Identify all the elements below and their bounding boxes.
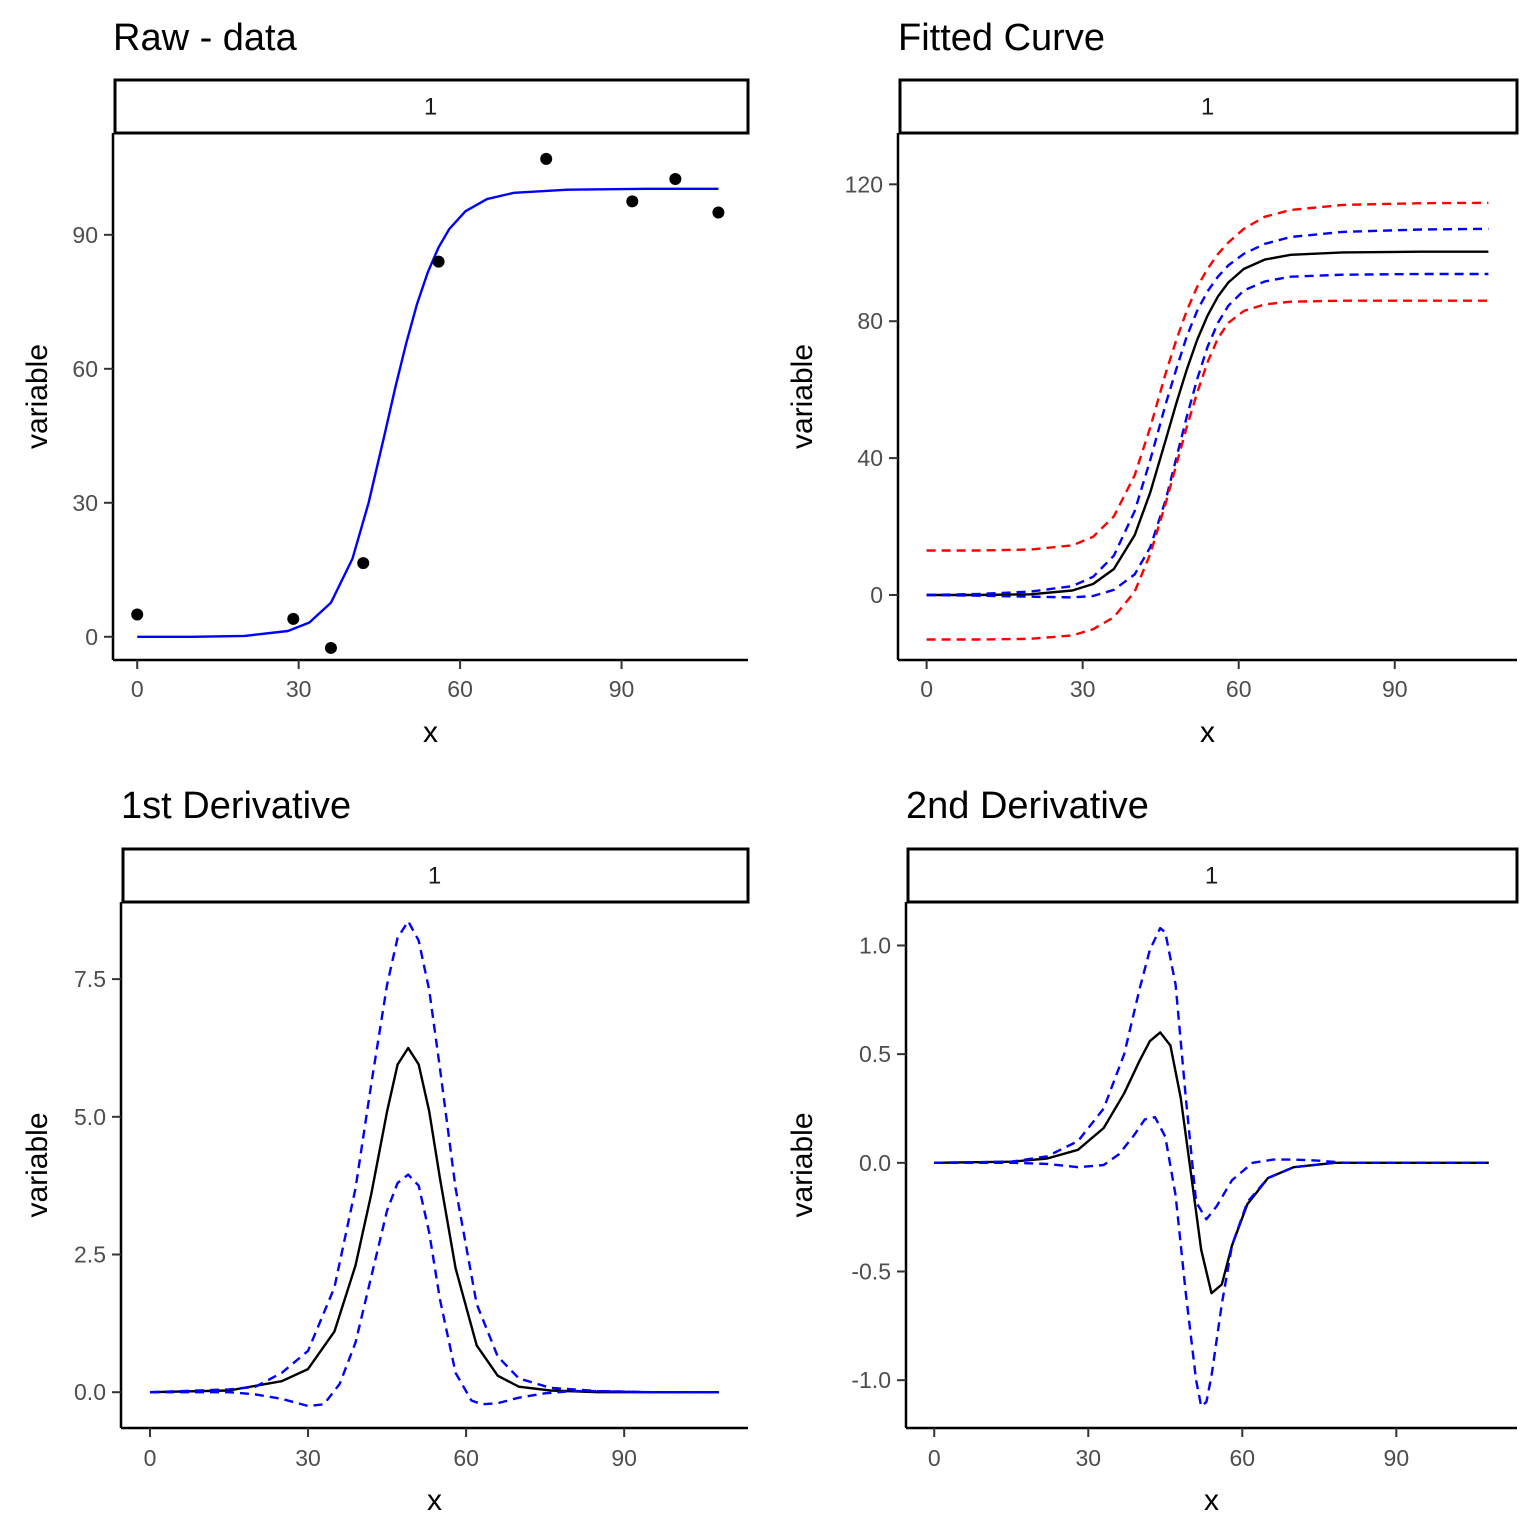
data-point <box>540 152 553 165</box>
x-axis-title: x <box>427 1484 442 1517</box>
y-tick-label: 0 <box>85 624 98 650</box>
facet-strip-label: 1 <box>428 863 441 890</box>
dashed-pi-line <box>926 299 1489 641</box>
y-tick-label: 0 <box>870 582 883 608</box>
data-point <box>712 206 725 219</box>
plot-area <box>926 201 1489 641</box>
y-tick-label: 7.5 <box>74 966 106 992</box>
x-tick-label: 90 <box>1384 1445 1410 1471</box>
panel-title: Raw - data <box>113 17 298 59</box>
panel-title: 2nd Derivative <box>906 785 1149 827</box>
solid-fit-line <box>934 1031 1489 1295</box>
facet-strip-label: 1 <box>1201 94 1214 121</box>
plot-area <box>149 920 719 1408</box>
x-axis-title: x <box>423 716 438 749</box>
x-tick-label: 90 <box>609 676 635 702</box>
panel-4: 2nd Derivative 1 0 30 60 90 -1.0 -0.5 0.0 0.5 1.0 x… <box>786 785 1519 1517</box>
y-tick-label: 30 <box>72 490 98 516</box>
data-point <box>626 195 639 208</box>
y-tick-label: 120 <box>845 171 883 197</box>
x-tick-label: 30 <box>1070 676 1096 702</box>
facet-strip <box>113 78 750 135</box>
dashed-ci-line <box>149 920 719 1394</box>
solid-fit-line <box>149 1046 719 1394</box>
x-axis-title: x <box>1200 716 1215 749</box>
y-tick-label: 40 <box>857 445 883 471</box>
panel-title: 1st Derivative <box>121 785 351 827</box>
y-axis-title: variable <box>786 344 819 449</box>
facet-strip <box>906 847 1519 904</box>
data-point <box>432 255 445 268</box>
x-tick-label: 0 <box>928 1445 941 1471</box>
y-tick-label: 2.5 <box>74 1242 106 1268</box>
x-tick-label: 60 <box>453 1445 479 1471</box>
data-point <box>324 641 337 654</box>
y-tick-label: -1.0 <box>851 1367 891 1393</box>
facet-strip-label: 1 <box>424 94 437 121</box>
y-axis-title: variable <box>21 344 54 449</box>
y-tick-label: 90 <box>72 222 98 248</box>
data-point <box>287 612 300 625</box>
solid-raw_fit-line <box>137 187 719 638</box>
y-tick-label: 60 <box>72 356 98 382</box>
x-tick-label: 0 <box>144 1445 157 1471</box>
data-point <box>131 608 144 621</box>
plot-area <box>934 926 1489 1408</box>
data-point <box>669 173 682 186</box>
x-tick-label: 30 <box>1075 1445 1101 1471</box>
x-tick-label: 90 <box>611 1445 637 1471</box>
facet-strip-label: 1 <box>1205 863 1218 890</box>
facet-strip <box>898 78 1519 135</box>
dashed-ci-line <box>934 926 1489 1221</box>
x-tick-label: 0 <box>920 676 933 702</box>
dashed-ci-line <box>926 272 1489 599</box>
y-tick-label: 0.0 <box>859 1150 891 1176</box>
x-tick-label: 90 <box>1382 676 1408 702</box>
x-tick-label: 30 <box>286 676 312 702</box>
dashed-ci-line <box>150 1173 719 1408</box>
y-tick-label: 5.0 <box>74 1104 106 1130</box>
dashed-pi-line <box>926 201 1489 552</box>
x-tick-label: 60 <box>1226 676 1252 702</box>
panel-title: Fitted Curve <box>898 17 1105 59</box>
x-tick-label: 30 <box>295 1445 321 1471</box>
y-tick-label: 0.5 <box>859 1041 891 1067</box>
x-tick-label: 60 <box>1230 1445 1256 1471</box>
solid-fit-line <box>926 250 1489 597</box>
x-axis-title: x <box>1204 1484 1219 1517</box>
y-tick-label: 0.0 <box>74 1379 106 1405</box>
facet-strip <box>121 847 750 904</box>
y-tick-label: -0.5 <box>851 1259 891 1285</box>
plot-area <box>131 152 725 654</box>
x-tick-label: 60 <box>447 676 473 702</box>
y-axis-title: variable <box>786 1112 819 1217</box>
dashed-ci-line <box>926 227 1489 597</box>
y-tick-label: 80 <box>857 308 883 334</box>
y-axis-title: variable <box>21 1112 54 1217</box>
y-tick-label: 1.0 <box>859 932 891 958</box>
dashed-ci-line <box>934 1116 1489 1408</box>
panel-2: Fitted Curve 1 0 30 60 90 0 40 80 120 x variable <box>786 17 1519 749</box>
x-tick-label: 0 <box>131 676 144 702</box>
panel-1: Raw - data 1 0 30 60 90 0 30 60 90 x variable <box>21 17 750 749</box>
panel-3: 1st Derivative 1 0 30 60 90 0.0 2.5 5.0 7.5 x varia… <box>21 785 750 1517</box>
data-point <box>357 557 370 570</box>
